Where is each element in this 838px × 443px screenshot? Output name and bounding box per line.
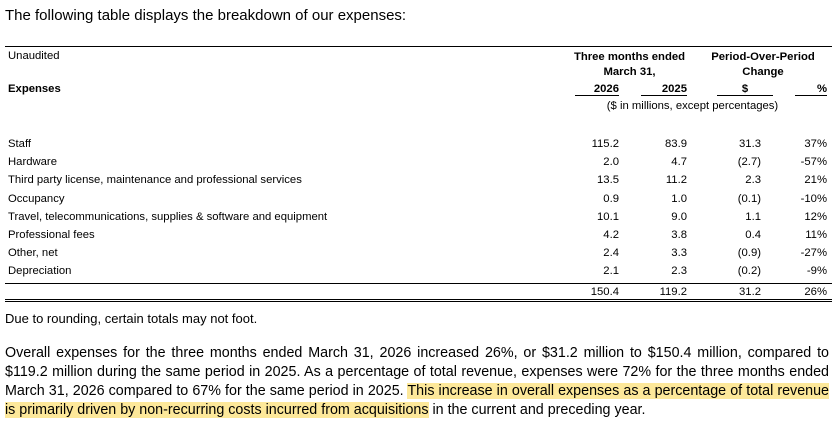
row-label: Third party license, maintenance and pro…	[8, 174, 302, 187]
row-change-value: 31.3	[739, 138, 761, 150]
row-label: Depreciation	[8, 265, 72, 278]
period-header: Three months ended March 31,	[573, 51, 686, 78]
row-2025-value: 11.2	[665, 174, 687, 187]
col-pct-header: %	[795, 83, 827, 96]
row-2026-value: 2.0	[603, 156, 619, 169]
paragraph-text-2: in the current and preceding year.	[428, 402, 646, 418]
row-change-value: 1.1	[745, 210, 761, 223]
row-pct-value: -57%	[800, 156, 827, 169]
col-dollar-header: $	[717, 83, 773, 96]
row-pct-value: 11%	[805, 229, 827, 241]
total-double-rule	[5, 299, 832, 302]
total-pct: 26%	[804, 286, 827, 298]
row-pct-value: -10%	[800, 192, 827, 205]
row-2025-value: 83.9	[665, 138, 687, 150]
row-2025-value: 9.0	[671, 210, 687, 223]
row-pct-value: 37%	[804, 138, 827, 150]
col-2026-header: 2026	[575, 83, 619, 96]
row-label: Travel, telecommunications, supplies & s…	[8, 210, 328, 223]
table-top-rule	[5, 46, 832, 47]
row-2026-value: 4.2	[603, 229, 619, 241]
row-pct-value: 21%	[804, 174, 827, 187]
row-change-value: (0.9)	[737, 247, 761, 260]
row-2025-value: 3.8	[671, 229, 687, 241]
row-label: Staff	[8, 138, 32, 150]
row-label: Other, net	[8, 247, 58, 260]
row-change-value: 0.4	[745, 229, 761, 241]
row-2026-value: 0.9	[603, 192, 619, 205]
rounding-note: Due to rounding, certain totals may not …	[5, 311, 258, 326]
units-note: ($ in millions, except percentages)	[606, 100, 779, 112]
row-2026-value: 2.4	[603, 247, 619, 260]
row-2025-value: 2.3	[671, 265, 687, 278]
total-2025: 119.2	[659, 286, 687, 298]
row-2025-value: 4.7	[671, 156, 687, 169]
total-2026: 150.4	[590, 286, 619, 298]
row-change-value: 2.3	[745, 174, 761, 187]
row-2025-value: 3.3	[671, 247, 687, 260]
row-label: Professional fees	[8, 229, 95, 241]
total-change: 31.2	[739, 286, 761, 298]
row-2026-value: 13.5	[597, 174, 619, 187]
unaudited-label: Unaudited	[8, 50, 60, 62]
row-label: Occupancy	[8, 192, 65, 205]
row-pct-value: 12%	[804, 210, 827, 223]
row-change-value: (2.7)	[737, 156, 761, 169]
row-2026-value: 10.1	[597, 210, 619, 223]
row-change-value: (0.2)	[737, 265, 761, 278]
col-expenses-header: Expenses	[8, 83, 61, 95]
row-pct-value: -27%	[800, 247, 827, 260]
row-2025-value: 1.0	[671, 192, 687, 205]
total-rule	[5, 283, 832, 284]
summary-paragraph: Overall expenses for the three months en…	[5, 344, 830, 420]
row-label: Hardware	[8, 156, 57, 169]
row-pct-value: -9%	[806, 265, 827, 278]
paragraph-text-1: Overall expenses for the three months en…	[5, 345, 829, 399]
change-header: Period-Over-Period Change	[711, 51, 815, 78]
row-change-value: (0.1)	[737, 192, 761, 205]
intro-text: The following table displays the breakdo…	[5, 7, 407, 24]
row-2026-value: 115.2	[591, 138, 619, 150]
col-2025-header: 2025	[641, 83, 687, 96]
row-2026-value: 2.1	[603, 265, 619, 278]
